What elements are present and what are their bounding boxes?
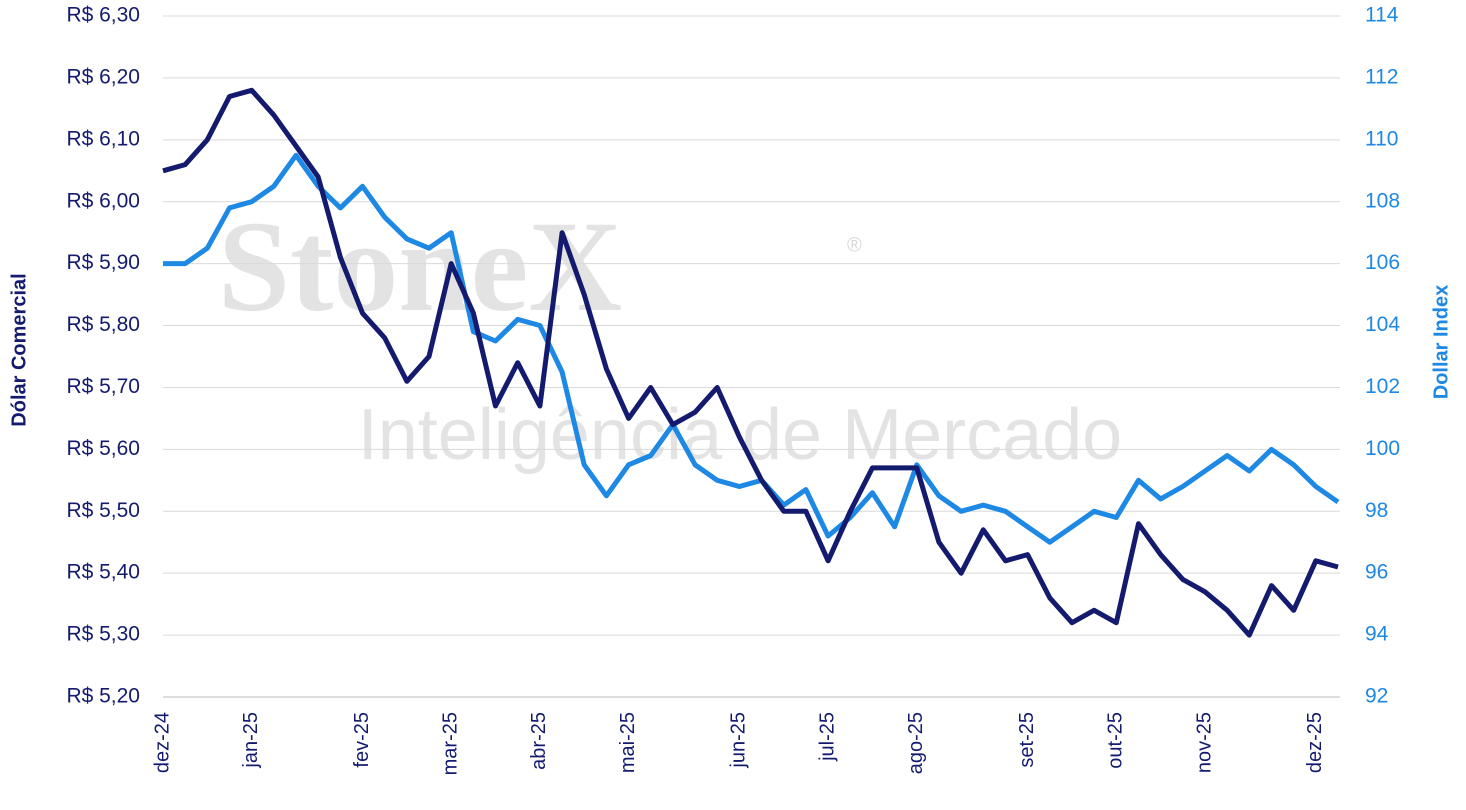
y2-tick-label: 96 xyxy=(1365,561,1388,584)
x-tick-label: set-25 xyxy=(1016,712,1038,768)
x-tick-label: dez-24 xyxy=(151,712,173,773)
y-tick-label: R$ 5,60 xyxy=(66,437,140,460)
y-tick-label: R$ 5,40 xyxy=(66,561,140,584)
y-axis-title: Dólar Comercial xyxy=(8,273,30,426)
y2-tick-label: 106 xyxy=(1365,251,1400,274)
data-line xyxy=(163,152,1340,545)
y-tick-label: R$ 5,80 xyxy=(66,313,140,336)
y2-axis-title: Dollar Index xyxy=(1430,285,1452,399)
y2-tick-label: 100 xyxy=(1365,437,1400,460)
y2-tick-label: 98 xyxy=(1365,499,1388,522)
y-tick-label: R$ 6,00 xyxy=(66,189,140,212)
y2-tick-label: 94 xyxy=(1365,623,1389,646)
y-tick-label: R$ 5,30 xyxy=(66,623,140,646)
y-tick-label: R$ 6,10 xyxy=(66,127,140,150)
y2-tick-label: 108 xyxy=(1365,189,1400,212)
y-tick-label: R$ 5,20 xyxy=(66,685,140,708)
watermark-mark: ® xyxy=(847,234,862,256)
y2-tick-label: 102 xyxy=(1365,375,1400,398)
x-tick-label: jul-25 xyxy=(816,712,838,762)
x-tick-label: ago-25 xyxy=(905,712,927,774)
x-tick-label: mar-25 xyxy=(439,712,461,775)
x-tick-label: jun-25 xyxy=(728,712,750,769)
x-tick-label: nov-25 xyxy=(1193,712,1215,773)
data-line xyxy=(162,87,1339,638)
y2-tick-label: 110 xyxy=(1365,127,1398,150)
y2-tick-label: 92 xyxy=(1365,685,1388,708)
watermark-logo: StoneX xyxy=(218,195,622,339)
y-tick-label: R$ 6,20 xyxy=(66,65,140,88)
y2-tick-label: 104 xyxy=(1365,313,1400,336)
x-tick-label: abr-25 xyxy=(528,712,550,770)
x-tick-label: jan-25 xyxy=(240,712,262,769)
x-tick-label: dez-25 xyxy=(1304,712,1326,773)
x-tick-label: mai-25 xyxy=(617,712,639,773)
y-tick-label: R$ 5,70 xyxy=(66,375,140,398)
x-tick-label: fev-25 xyxy=(351,712,373,768)
y2-tick-label: 112 xyxy=(1365,65,1398,88)
y-tick-label: R$ 5,90 xyxy=(66,251,140,274)
y-tick-label: R$ 6,30 xyxy=(66,4,140,27)
x-tick-label: out-25 xyxy=(1105,712,1127,769)
y-tick-label: R$ 5,50 xyxy=(66,499,140,522)
y2-tick-label: 114 xyxy=(1365,4,1399,27)
